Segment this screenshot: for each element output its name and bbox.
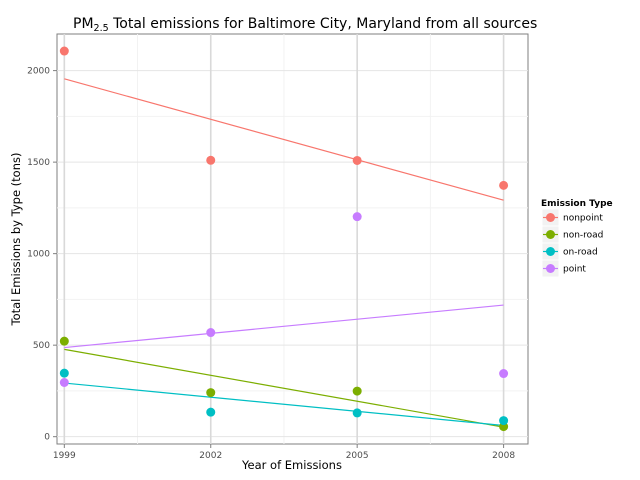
legend-label-on-road: on-road [563,248,598,258]
legend-point-on-road [546,247,555,256]
x-tick-label: 2005 [346,451,369,461]
trend-line-non-road [64,348,504,428]
point-non-road-2005 [352,386,362,396]
point-on-road-2008 [499,416,509,426]
legend-point-nonpoint [546,213,555,222]
x-axis: 1999 2002 2005 2008 [53,444,515,461]
x-tick-label: 1999 [53,451,76,461]
x-tick-label: 2002 [199,451,222,461]
chart-title: PM2.5 Total emissions for Baltimore City… [73,16,537,34]
legend-label-non-road: non-road [563,231,603,241]
y-tick-label: 0 [44,433,50,443]
trend-line-point [64,304,504,349]
point-non-road-2002 [206,388,216,398]
point-nonpoint-2008 [499,180,509,190]
point-point-2005 [352,212,362,222]
x-axis-title: Year of Emissions [241,458,342,472]
plot-panel [56,33,529,445]
y-tick-label: 500 [33,341,50,351]
point-on-road-2005 [352,408,362,418]
y-tick-label: 2000 [27,67,50,77]
trend-lines [64,78,504,428]
y-axis: 0 500 1000 1500 2000 [27,67,57,443]
point-point-2002 [206,328,216,338]
point-point-2008 [499,369,509,379]
point-nonpoint-1999 [59,46,69,56]
point-point-1999 [59,378,69,387]
point-on-road-1999 [59,368,69,378]
y-tick-label: 1000 [27,250,50,260]
trend-line-nonpoint [64,78,504,201]
x-tick-label: 2008 [492,451,515,461]
point-on-road-2002 [206,407,216,417]
point-nonpoint-2002 [206,155,216,165]
legend-point-point [546,264,555,273]
legend-label-point: point [563,265,586,275]
legend: Emission Type nonpoint non-road on-road poi… [541,199,613,278]
legend-label-nonpoint: nonpoint [563,214,603,224]
data-points [59,46,509,432]
y-tick-label: 1500 [27,158,50,168]
trend-line-on-road [64,382,504,427]
y-axis-title: Total Emissions by Type (tons) [9,153,23,327]
legend-title: Emission Type [541,199,613,209]
point-nonpoint-2005 [352,155,362,165]
legend-point-non-road [546,230,555,239]
point-non-road-1999 [59,336,69,346]
